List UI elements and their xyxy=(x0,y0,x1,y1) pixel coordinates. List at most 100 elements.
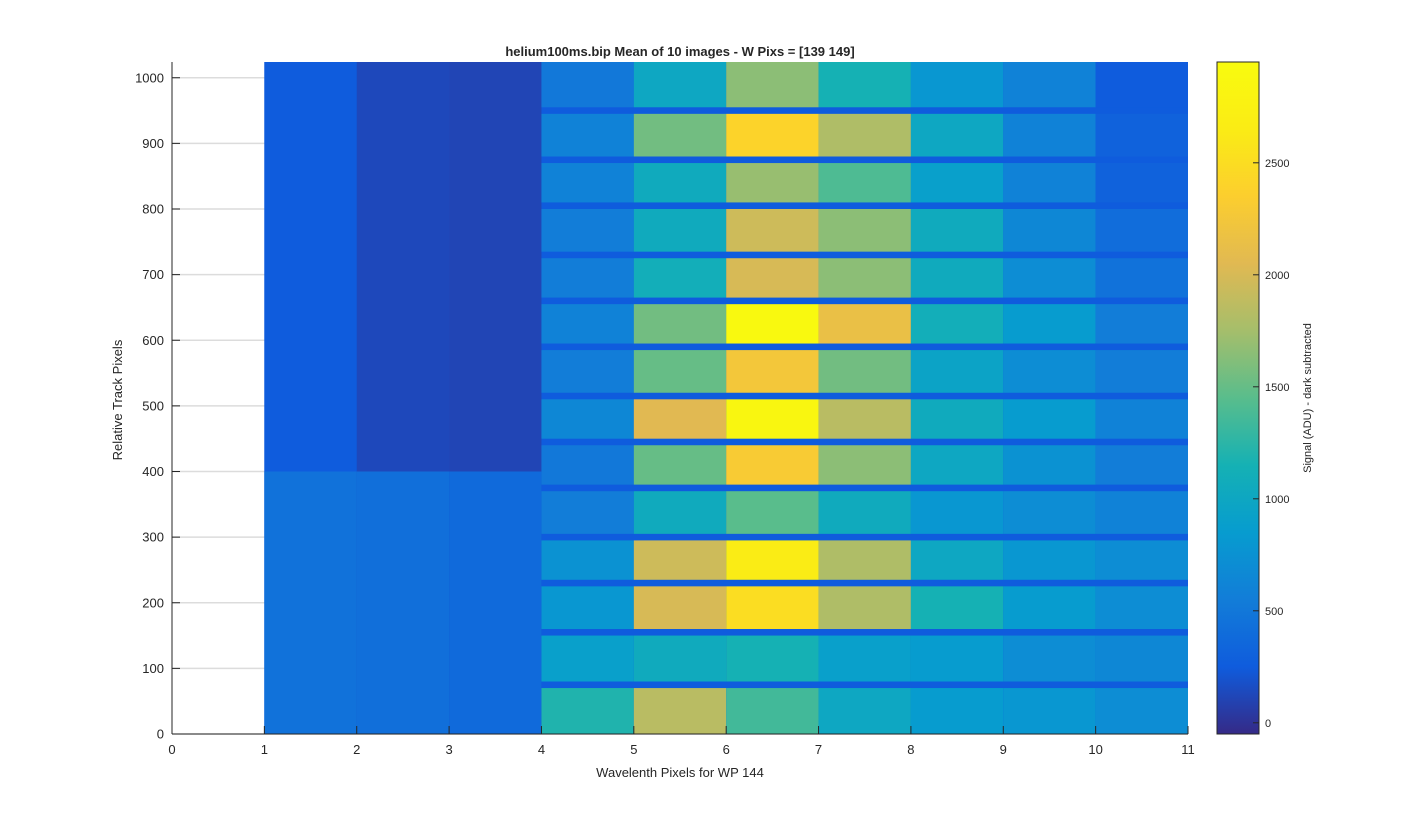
heatmap-cell xyxy=(1095,163,1188,203)
heatmap-cell xyxy=(910,62,1004,108)
colorbar-label: Signal (ADU) - dark subtracted xyxy=(1302,323,1314,473)
heatmap-cell xyxy=(633,635,727,682)
x-tick-label: 7 xyxy=(815,742,822,757)
heatmap-cell xyxy=(1003,399,1096,439)
heatmap-cell xyxy=(726,586,819,629)
heatmap-cell xyxy=(633,209,727,252)
x-tick-label: 2 xyxy=(353,742,360,757)
heatmap-cell xyxy=(633,62,727,108)
heatmap-cell xyxy=(818,62,911,108)
heatmap-cell xyxy=(356,471,450,734)
y-tick-label: 1000 xyxy=(135,70,164,85)
heatmap-cell xyxy=(541,62,634,108)
heatmap-cell xyxy=(633,258,727,298)
heatmap-cell xyxy=(726,688,819,734)
y-tick-label: 600 xyxy=(142,333,164,348)
heatmap-cell xyxy=(818,258,911,298)
heatmap-cell xyxy=(1003,540,1096,580)
heatmap-cell xyxy=(726,62,819,108)
y-axis-label: Relative Track Pixels xyxy=(110,339,125,460)
y-tick-label: 700 xyxy=(142,267,164,282)
heatmap-cell xyxy=(449,471,542,734)
heatmap-cell xyxy=(1095,258,1188,298)
heatmap-cell xyxy=(910,209,1004,252)
heatmap-cell xyxy=(910,399,1004,439)
heatmap-cell xyxy=(1003,586,1096,629)
y-tick-label: 800 xyxy=(142,202,164,217)
heatmap-cell xyxy=(910,113,1004,157)
heatmap-cell xyxy=(726,399,819,439)
heatmap-cell xyxy=(541,304,634,344)
heatmap-cell xyxy=(541,209,634,252)
colorbar-tick-label: 2500 xyxy=(1265,158,1289,170)
x-tick-label: 9 xyxy=(1000,742,1007,757)
y-tick-label: 500 xyxy=(142,398,164,413)
heatmap-cell xyxy=(541,399,634,439)
heatmap-cell xyxy=(1003,258,1096,298)
heatmap-cell xyxy=(726,163,819,203)
heatmap-cell xyxy=(818,350,911,393)
heatmap-cell xyxy=(726,635,819,682)
heatmap-cell xyxy=(1095,445,1188,485)
x-axis-label: Wavelenth Pixels for WP 144 xyxy=(596,765,764,780)
heatmap-cell xyxy=(910,635,1004,682)
heatmap-cell xyxy=(910,304,1004,344)
heatmap-cell xyxy=(1003,163,1096,203)
heatmap-cell xyxy=(633,113,727,157)
colorbar-tick-label: 500 xyxy=(1265,606,1283,618)
heatmap-cell xyxy=(910,445,1004,485)
heatmap-cell xyxy=(541,635,634,682)
heatmap-cell xyxy=(1095,540,1188,580)
colorbar xyxy=(1216,61,1260,735)
x-tick-label: 11 xyxy=(1181,742,1195,757)
heatmap-cell xyxy=(541,350,634,393)
colorbar-tick-label: 2000 xyxy=(1265,270,1289,282)
heatmap-cell xyxy=(1095,399,1188,439)
heatmap-cell xyxy=(818,445,911,485)
heatmap-cell xyxy=(541,491,634,534)
y-tick-label: 900 xyxy=(142,136,164,151)
heatmap-cell xyxy=(1095,62,1188,108)
heatmap-cell xyxy=(1003,445,1096,485)
heatmap-cell xyxy=(726,540,819,580)
heatmap-cell xyxy=(1003,62,1096,108)
heatmap-cell xyxy=(910,688,1004,734)
heatmap-cell xyxy=(1003,113,1096,157)
x-tick-label: 10 xyxy=(1088,742,1102,757)
heatmap-cell xyxy=(726,304,819,344)
colorbar-tick-label: 1000 xyxy=(1265,494,1289,506)
heatmap-cell xyxy=(818,688,911,734)
heatmap-cell xyxy=(1003,635,1096,682)
heatmap-cell xyxy=(818,304,911,344)
heatmap-cell xyxy=(541,445,634,485)
heatmap-cell xyxy=(1095,635,1188,682)
heatmap-cell xyxy=(633,445,727,485)
heatmap-cell xyxy=(1095,304,1188,344)
heatmap-cell xyxy=(818,209,911,252)
heatmap-cell xyxy=(818,540,911,580)
heatmap-cell xyxy=(910,540,1004,580)
y-tick-label: 400 xyxy=(142,464,164,479)
y-tick-label: 300 xyxy=(142,530,164,545)
heatmap-cell xyxy=(818,635,911,682)
heatmap-cell xyxy=(1003,688,1096,734)
chart-title: helium100ms.bip Mean of 10 images - W Pi… xyxy=(505,44,854,59)
colorbar-tick-label: 0 xyxy=(1265,718,1271,730)
heatmap-cell xyxy=(1095,113,1188,157)
heatmap-cell xyxy=(541,113,634,157)
y-tick-label: 200 xyxy=(142,595,164,610)
heatmap-cell xyxy=(910,586,1004,629)
heatmap-cell xyxy=(541,540,634,580)
heatmap-cell xyxy=(541,688,634,734)
heatmap-cell xyxy=(726,209,819,252)
heatmap-cell xyxy=(726,445,819,485)
heatmap-cell xyxy=(1003,491,1096,534)
heatmap-cell xyxy=(910,258,1004,298)
heatmap-cell xyxy=(1095,586,1188,629)
heatmap-cell xyxy=(541,258,634,298)
y-tick-label: 100 xyxy=(142,661,164,676)
colorbar-tick-label: 1500 xyxy=(1265,382,1289,394)
heatmap-cell xyxy=(633,491,727,534)
x-tick-label: 1 xyxy=(261,742,268,757)
